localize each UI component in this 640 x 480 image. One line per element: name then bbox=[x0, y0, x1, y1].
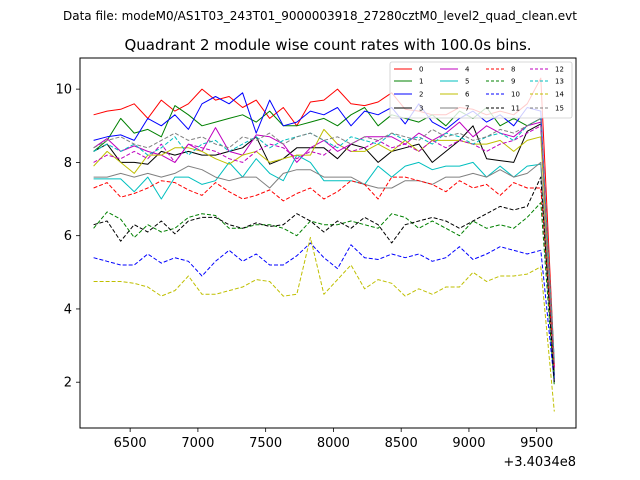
legend-label-1: 1 bbox=[419, 78, 423, 86]
legend-label-12: 12 bbox=[555, 66, 564, 74]
series-line-10 bbox=[93, 242, 555, 383]
series-line-13 bbox=[93, 117, 555, 361]
legend-label-15: 15 bbox=[555, 105, 564, 113]
series-line-11 bbox=[93, 176, 555, 383]
legend-label-9: 9 bbox=[511, 78, 515, 86]
legend-box bbox=[389, 61, 573, 119]
plot-area bbox=[80, 58, 576, 428]
legend-label-13: 13 bbox=[555, 78, 564, 86]
axes-frame bbox=[79, 57, 577, 429]
series-line-7 bbox=[93, 161, 555, 372]
y-tick-label: 8 bbox=[64, 156, 72, 171]
series-line-12 bbox=[93, 125, 555, 368]
x-tick-label: 8000 bbox=[317, 436, 350, 451]
chart-title: Quadrant 2 module wise count rates with … bbox=[124, 36, 531, 54]
data-file-suptitle: Data file: modeM0/AS1T03_243T01_90000039… bbox=[63, 9, 577, 23]
y-tick-label: 10 bbox=[55, 83, 72, 98]
y-tick-label: 4 bbox=[64, 302, 72, 317]
series-line-5 bbox=[93, 154, 555, 372]
series-layer bbox=[93, 77, 555, 412]
legend-label-11: 11 bbox=[511, 105, 520, 113]
series-line-4 bbox=[93, 121, 555, 368]
legend-label-4: 4 bbox=[465, 66, 470, 74]
series-line-14 bbox=[93, 237, 555, 412]
legend-label-0: 0 bbox=[419, 66, 423, 74]
legend-label-8: 8 bbox=[511, 66, 515, 74]
y-axis: 2 4 6 8 10 bbox=[55, 83, 80, 391]
series-line-8 bbox=[93, 176, 555, 368]
legend-label-10: 10 bbox=[511, 91, 520, 99]
x-tick-label: 9000 bbox=[452, 436, 485, 451]
legend-label-7: 7 bbox=[465, 105, 469, 113]
y-tick-label: 6 bbox=[64, 229, 72, 244]
series-line-15 bbox=[93, 117, 555, 364]
legend-label-14: 14 bbox=[555, 91, 564, 99]
legend-label-5: 5 bbox=[465, 78, 469, 86]
x-tick-label: 7500 bbox=[249, 436, 282, 451]
x-tick-label: 6500 bbox=[114, 436, 147, 451]
x-tick-label: 8500 bbox=[385, 436, 418, 451]
x-axis: 6500 7000 7500 8000 8500 9000 9500 bbox=[114, 428, 553, 451]
y-tick-label: 2 bbox=[64, 376, 72, 391]
x-tick-label: 7000 bbox=[181, 436, 214, 451]
x-offset-label: +3.4034e8 bbox=[503, 455, 576, 470]
legend-label-6: 6 bbox=[465, 91, 470, 99]
series-line-6 bbox=[93, 128, 555, 372]
legend-label-3: 3 bbox=[419, 105, 423, 113]
legend-label-2: 2 bbox=[419, 91, 423, 99]
x-tick-label: 9500 bbox=[520, 436, 553, 451]
series-line-3 bbox=[93, 123, 555, 372]
